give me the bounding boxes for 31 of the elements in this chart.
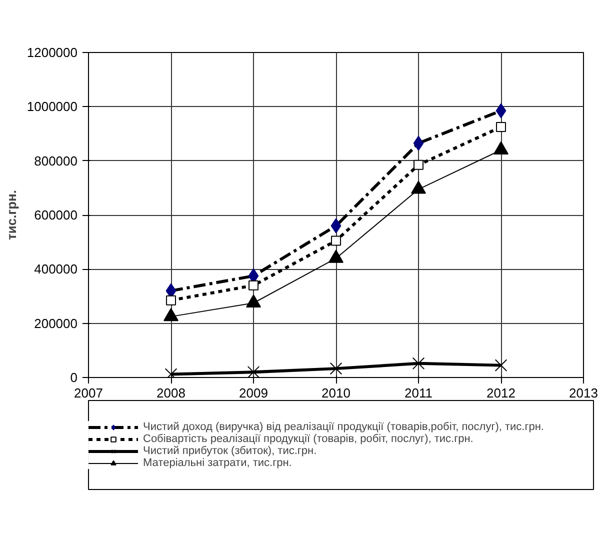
point bbox=[331, 236, 341, 246]
y-tick-label: 600000 bbox=[34, 208, 78, 222]
x-tick-label: 2012 bbox=[486, 386, 516, 400]
legend-label: Чистий доход (виручка) від реалізації продукції (товарів,робіт, послуг), тис.грн. bbox=[143, 421, 544, 433]
y-tick-label: 1000000 bbox=[26, 99, 78, 114]
x-tick-label: 2010 bbox=[322, 386, 350, 400]
x-tick-label: 2007 bbox=[74, 386, 103, 400]
point bbox=[248, 280, 258, 290]
y-tick-label: 200000 bbox=[34, 316, 78, 331]
y-tick-label: 1200000 bbox=[26, 45, 78, 60]
point bbox=[496, 122, 506, 132]
point bbox=[330, 218, 342, 234]
point bbox=[414, 160, 424, 170]
point bbox=[494, 359, 508, 372]
point bbox=[330, 362, 342, 375]
point bbox=[247, 366, 260, 378]
y-axis-title: тис.грн. bbox=[4, 190, 19, 240]
y-tick-label: 0 bbox=[70, 370, 78, 385]
x-tick-label: 2008 bbox=[156, 386, 186, 400]
point bbox=[166, 295, 176, 306]
point bbox=[413, 136, 424, 151]
point bbox=[412, 357, 425, 370]
y-tick-label: 400000 bbox=[34, 262, 78, 277]
legend-label: Чистий прибуток (збиток), тис.грн. bbox=[143, 445, 317, 457]
legend-label: Матеріальні затрати, тис.грн. bbox=[143, 457, 292, 469]
x-tick-label: 2009 bbox=[239, 386, 268, 400]
x-tick-label: 2013 bbox=[569, 386, 598, 400]
point bbox=[496, 103, 506, 118]
legend-label: Собівартість реалізації продукції (товарів, робіт, послуг), тис.грн. bbox=[143, 433, 474, 445]
y-tick-label: 800000 bbox=[34, 153, 78, 168]
x-tick-label: 2011 bbox=[404, 386, 432, 400]
